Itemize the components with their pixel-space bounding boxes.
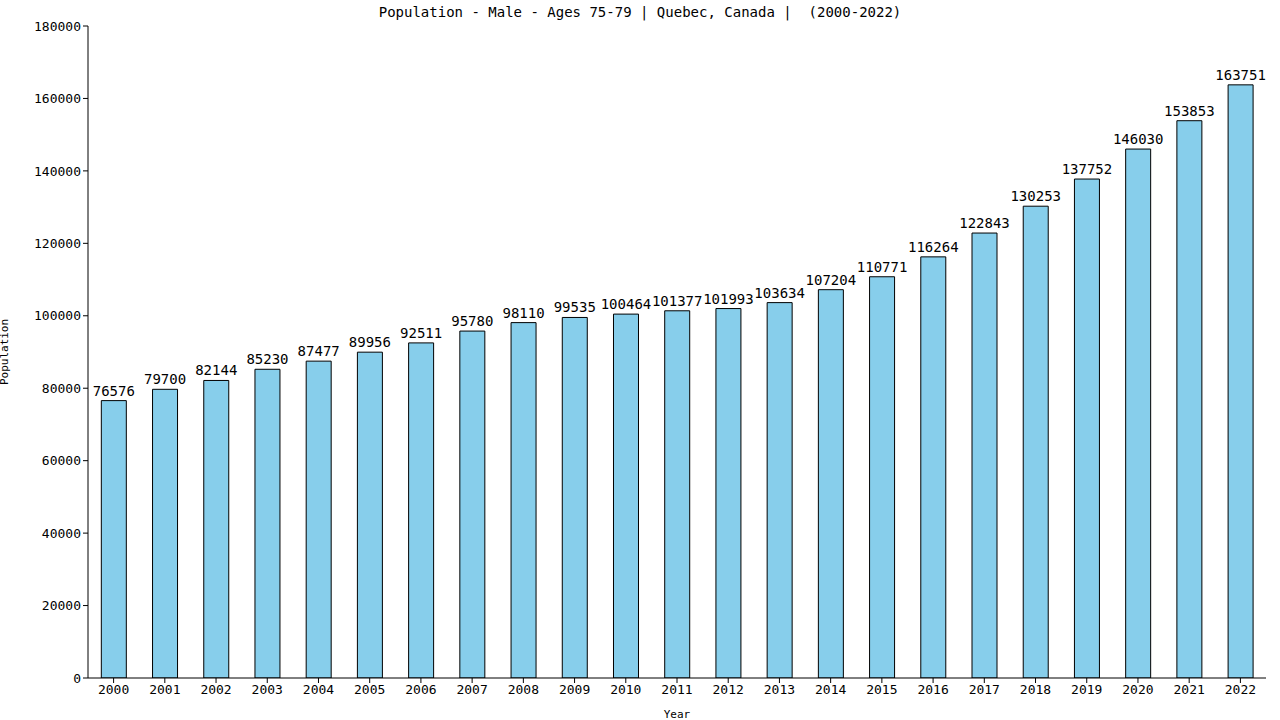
svg-text:Year: Year (664, 708, 691, 720)
svg-text:79700: 79700 (144, 371, 186, 387)
svg-text:122843: 122843 (959, 215, 1010, 231)
svg-text:85230: 85230 (246, 351, 288, 367)
svg-text:101993: 101993 (703, 291, 754, 307)
svg-text:2005: 2005 (354, 682, 385, 697)
svg-text:2016: 2016 (917, 682, 948, 697)
svg-text:160000: 160000 (34, 91, 81, 106)
svg-text:163751: 163751 (1215, 67, 1266, 83)
svg-text:103634: 103634 (754, 285, 805, 301)
svg-text:2018: 2018 (1020, 682, 1051, 697)
svg-text:2021: 2021 (1174, 682, 1205, 697)
svg-text:2014: 2014 (815, 682, 846, 697)
svg-text:Population: Population (8, 319, 11, 385)
svg-text:2019: 2019 (1071, 682, 1102, 697)
svg-text:98110: 98110 (502, 305, 544, 321)
svg-text:2015: 2015 (866, 682, 897, 697)
svg-text:110771: 110771 (857, 259, 908, 275)
svg-text:2012: 2012 (713, 682, 744, 697)
svg-text:130253: 130253 (1010, 188, 1061, 204)
svg-text:100464: 100464 (601, 296, 652, 312)
svg-text:60000: 60000 (42, 453, 81, 468)
svg-text:2022: 2022 (1225, 682, 1256, 697)
svg-text:2006: 2006 (405, 682, 436, 697)
svg-text:99535: 99535 (554, 299, 596, 315)
svg-text:2004: 2004 (303, 682, 334, 697)
svg-text:2001: 2001 (149, 682, 180, 697)
svg-text:153853: 153853 (1164, 103, 1215, 119)
svg-text:2011: 2011 (661, 682, 692, 697)
svg-text:140000: 140000 (34, 164, 81, 179)
svg-text:20000: 20000 (42, 598, 81, 613)
svg-text:2007: 2007 (456, 682, 487, 697)
svg-text:2020: 2020 (1122, 682, 1153, 697)
svg-text:2002: 2002 (200, 682, 231, 697)
svg-text:107204: 107204 (806, 272, 857, 288)
svg-text:87477: 87477 (298, 343, 340, 359)
svg-text:2017: 2017 (969, 682, 1000, 697)
svg-text:2010: 2010 (610, 682, 641, 697)
svg-text:40000: 40000 (42, 526, 81, 541)
svg-text:80000: 80000 (42, 381, 81, 396)
svg-text:2013: 2013 (764, 682, 795, 697)
svg-text:120000: 120000 (34, 236, 81, 251)
svg-text:76576: 76576 (93, 383, 135, 399)
svg-text:95780: 95780 (451, 313, 493, 329)
svg-text:146030: 146030 (1113, 131, 1164, 147)
svg-text:180000: 180000 (34, 19, 81, 34)
html-text:Population - Male - Ages 75-79: Population - Male - Ages 75-79 | Quebec,… (378, 4, 902, 20)
svg-text:2000: 2000 (98, 682, 129, 697)
svg-text:2009: 2009 (559, 682, 590, 697)
svg-text:92511: 92511 (400, 325, 442, 341)
svg-text:137752: 137752 (1062, 161, 1113, 177)
svg-text:89956: 89956 (349, 334, 391, 350)
svg-text:116264: 116264 (908, 239, 959, 255)
svg-text:2008: 2008 (508, 682, 539, 697)
svg-text:100000: 100000 (34, 308, 81, 323)
svg-text:2003: 2003 (252, 682, 283, 697)
svg-text:0: 0 (73, 671, 81, 686)
svg-text:82144: 82144 (195, 362, 237, 378)
svg-text:101377: 101377 (652, 293, 703, 309)
